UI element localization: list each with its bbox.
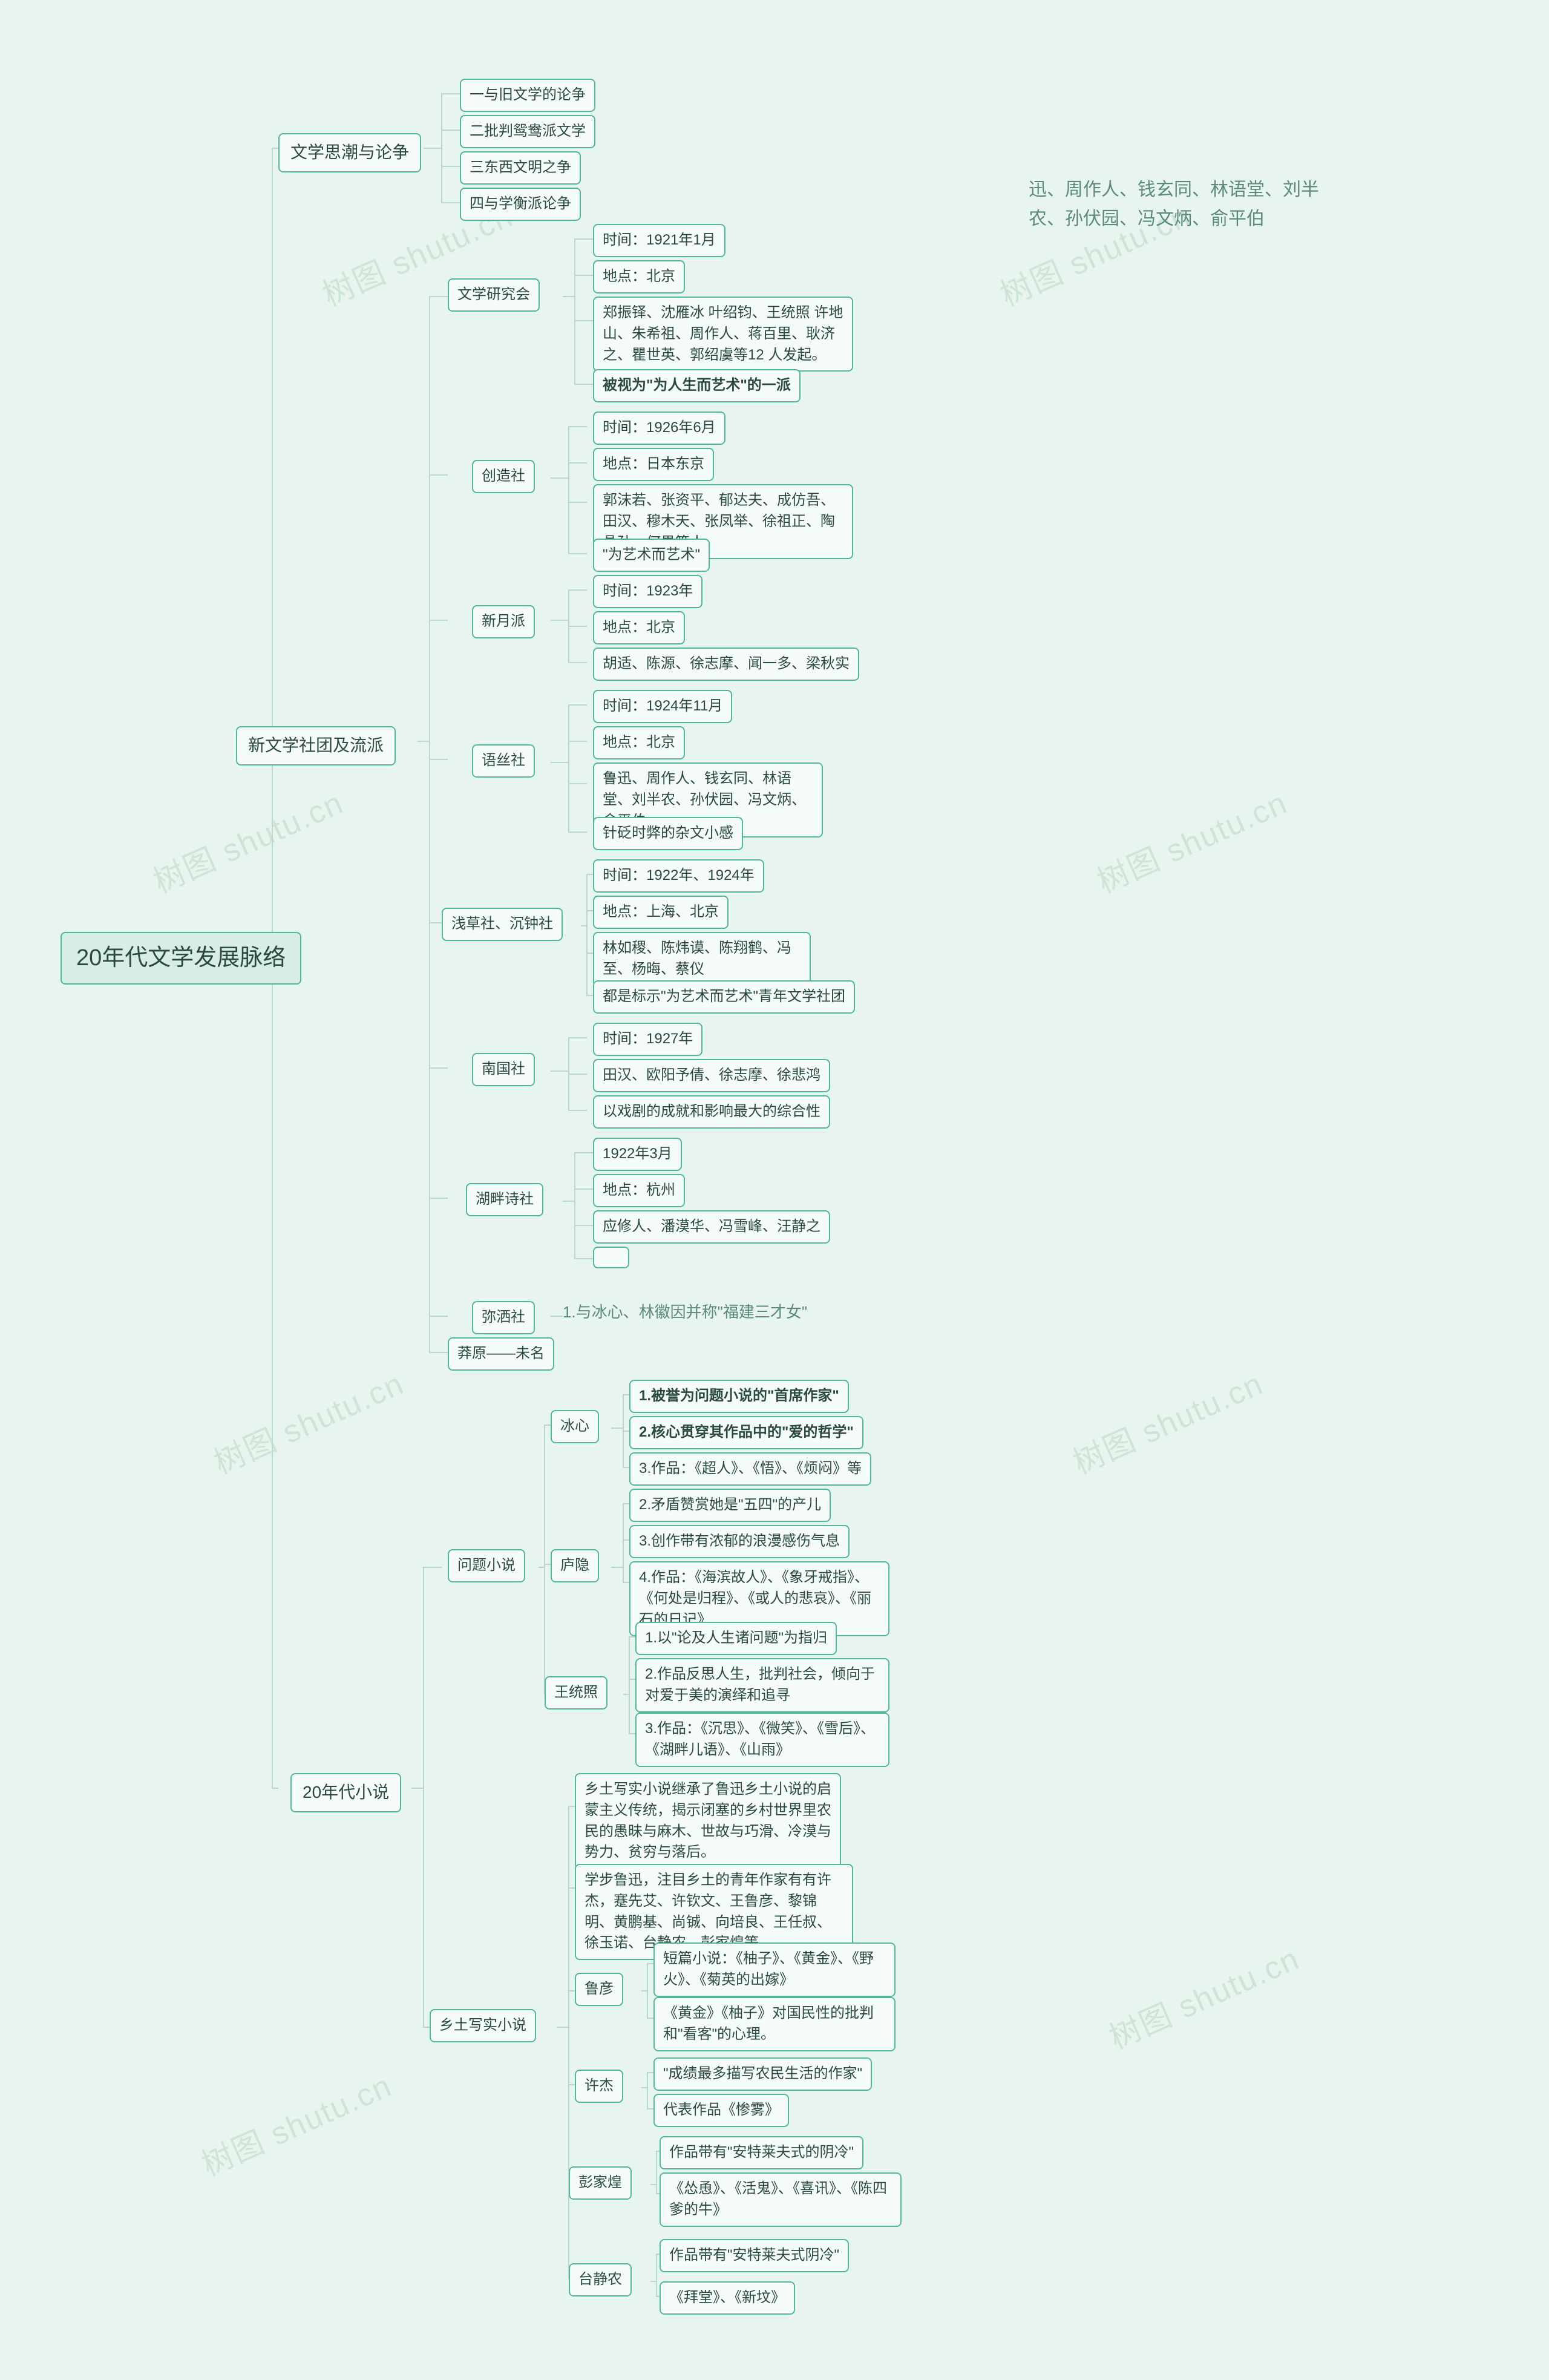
leaf-node[interactable]: 地点：日本东京 bbox=[593, 448, 714, 481]
watermark: 树图 shutu.cn bbox=[193, 2060, 398, 2185]
author-node[interactable]: 台静农 bbox=[569, 2263, 632, 2296]
leaf-node[interactable]: 以戏剧的成就和影响最大的综合性 bbox=[593, 1095, 830, 1129]
leaf-node[interactable]: 2.核心贯穿其作品中的"爱的哲学" bbox=[629, 1416, 863, 1449]
leaf-node[interactable]: 短篇小说：《柚子》、《黄金》、《野火》、《菊英的出嫁》 bbox=[653, 1942, 896, 1997]
subbranch-wenti[interactable]: 问题小说 bbox=[448, 1549, 525, 1582]
leaf-node[interactable]: 四与学衡派论争 bbox=[460, 188, 581, 221]
branch-novels[interactable]: 20年代小说 bbox=[290, 1773, 401, 1812]
branch-debates[interactable]: 文学思潮与论争 bbox=[278, 133, 421, 172]
leaf-node[interactable]: 时间：1927年 bbox=[593, 1023, 702, 1056]
watermark: 树图 shutu.cn bbox=[1064, 1359, 1269, 1483]
author-node[interactable]: 王统照 bbox=[545, 1676, 607, 1710]
leaf-node[interactable]: 都是标示"为艺术而艺术"青年文学社团 bbox=[593, 980, 855, 1014]
leaf-node[interactable]: 1.以"论及人生诸问题"为指归 bbox=[635, 1622, 837, 1655]
leaf-node[interactable]: 3.作品：《超人》、《悟》、《烦闷》等 bbox=[629, 1452, 871, 1486]
author-node[interactable]: 彭家煌 bbox=[569, 2166, 632, 2200]
leaf-node[interactable]: 地点：北京 bbox=[593, 726, 685, 759]
mindmap-canvas: 树图 shutu.cn 树图 shutu.cn 树图 shutu.cn 树图 s… bbox=[0, 0, 1549, 2380]
leaf-node[interactable]: 郑振铎、沈雁冰 叶绍钧、王统照 许地山、朱希祖、周作人、蒋百里、耿济之、瞿世英、… bbox=[593, 297, 853, 372]
leaf-node[interactable]: 代表作品《惨雾》 bbox=[653, 2094, 789, 2127]
leaf-node[interactable]: "成绩最多描写农民生活的作家" bbox=[653, 2057, 872, 2091]
watermark: 树图 shutu.cn bbox=[205, 1359, 410, 1483]
leaf-node[interactable]: 2.矛盾赞赏她是"五四"的产儿 bbox=[629, 1489, 831, 1522]
author-node[interactable]: 鲁彦 bbox=[575, 1973, 623, 2006]
leaf-node[interactable]: 地点：北京 bbox=[593, 611, 685, 644]
society-node[interactable]: 创造社 bbox=[472, 460, 535, 493]
leaf-node[interactable]: 作品带有"安特莱夫式阴冷" bbox=[660, 2239, 849, 2272]
leaf-node[interactable]: "为艺术而艺术" bbox=[593, 539, 710, 572]
leaf-node[interactable]: 3.创作带有浓郁的浪漫感伤气息 bbox=[629, 1525, 850, 1558]
leaf-node[interactable]: 胡适、陈源、徐志摩、闻一多、梁秋实 bbox=[593, 647, 859, 681]
leaf-node[interactable]: 三东西文明之争 bbox=[460, 151, 581, 185]
leaf-node[interactable]: 一与旧文学的论争 bbox=[460, 79, 595, 112]
society-node[interactable]: 语丝社 bbox=[472, 744, 535, 778]
leaf-node[interactable]: 1922年3月 bbox=[593, 1138, 682, 1171]
society-node[interactable]: 莽原——未名 bbox=[448, 1337, 554, 1371]
leaf-node[interactable]: 田汉、欧阳予倩、徐志摩、徐悲鸿 bbox=[593, 1059, 830, 1092]
leaf-node[interactable]: 《怂恿》、《活鬼》、《喜讯》、《陈四爹的牛》 bbox=[660, 2172, 902, 2227]
leaf-node[interactable]: 3.作品：《沉思》、《微笑》、《雪后》、《湖畔儿语》、《山雨》 bbox=[635, 1713, 889, 1767]
leaf-node[interactable]: 时间：1923年 bbox=[593, 575, 702, 608]
root-node[interactable]: 20年代文学发展脉络 bbox=[61, 932, 301, 985]
leaf-node[interactable]: 应修人、潘漠华、冯雪峰、汪静之 bbox=[593, 1210, 830, 1244]
leaf-node[interactable]: 时间：1924年11月 bbox=[593, 690, 732, 723]
leaf-node[interactable]: 1.被誉为问题小说的"首席作家" bbox=[629, 1380, 849, 1413]
leaf-node[interactable]: 二批判鸳鸯派文学 bbox=[460, 115, 595, 148]
leaf-node[interactable]: 针砭时弊的杂文小感 bbox=[593, 817, 743, 850]
leaf-node[interactable]: 时间：1921年1月 bbox=[593, 224, 725, 257]
leaf-node[interactable]: 2.作品反思人生，批判社会，倾向于对爱于美的演绎和追寻 bbox=[635, 1658, 889, 1713]
leaf-node[interactable]: 时间：1922年、1924年 bbox=[593, 859, 764, 893]
society-node[interactable]: 新月派 bbox=[472, 605, 535, 638]
branch-societies[interactable]: 新文学社团及流派 bbox=[236, 726, 396, 765]
watermark: 树图 shutu.cn bbox=[1101, 1933, 1305, 2058]
leaf-node-empty[interactable] bbox=[593, 1247, 629, 1268]
society-node[interactable]: 湖畔诗社 bbox=[466, 1183, 543, 1216]
author-node[interactable]: 冰心 bbox=[551, 1410, 599, 1443]
leaf-node[interactable]: 时间：1926年6月 bbox=[593, 411, 725, 445]
watermark: 树图 shutu.cn bbox=[145, 778, 349, 902]
author-node[interactable]: 庐隐 bbox=[551, 1549, 599, 1582]
leaf-node[interactable]: 地点：上海、北京 bbox=[593, 896, 729, 929]
floating-annotation: 迅、周作人、钱玄同、林语堂、刘半农、孙伏园、冯文炳、俞平伯 bbox=[1029, 175, 1343, 234]
leaf-node[interactable]: 作品带有"安特莱夫式的阴冷" bbox=[660, 2136, 863, 2169]
leaf-node[interactable]: 地点：北京 bbox=[593, 260, 685, 293]
society-node[interactable]: 浅草社、沉钟社 bbox=[442, 908, 563, 941]
author-node[interactable]: 许杰 bbox=[575, 2070, 623, 2103]
misa-note: 1.与冰心、林徽因并称"福建三才女" bbox=[563, 1300, 807, 1325]
subbranch-xiangtu[interactable]: 乡土写实小说 bbox=[430, 2009, 536, 2042]
leaf-node[interactable]: 《黄金》《柚子》对国民性的批判和"看客"的心理。 bbox=[653, 1997, 896, 2051]
leaf-node[interactable]: 乡土写实小说继承了鲁迅乡土小说的启蒙主义传统，揭示闭塞的乡村世界里农民的愚昧与麻… bbox=[575, 1773, 841, 1869]
leaf-node[interactable]: 《拜堂》、《新坟》 bbox=[660, 2281, 795, 2315]
leaf-node[interactable]: 被视为"为人生而艺术"的一派 bbox=[593, 369, 801, 402]
watermark: 树图 shutu.cn bbox=[1089, 778, 1293, 902]
leaf-node[interactable]: 地点：杭州 bbox=[593, 1174, 685, 1207]
society-node[interactable]: 南国社 bbox=[472, 1053, 535, 1086]
society-node[interactable]: 文学研究会 bbox=[448, 278, 540, 312]
leaf-node[interactable]: 林如稷、陈炜谟、陈翔鹤、冯至、杨晦、蔡仪 bbox=[593, 932, 811, 986]
society-node[interactable]: 弥洒社 bbox=[472, 1301, 535, 1334]
